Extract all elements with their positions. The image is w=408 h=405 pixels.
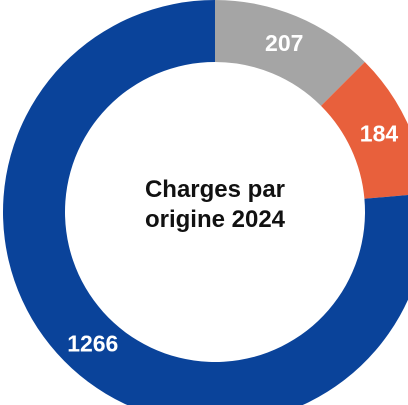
donut-slice: [215, 0, 365, 106]
donut-slice: [3, 0, 408, 405]
donut-slice: [321, 62, 408, 199]
data-label: 207: [265, 30, 303, 56]
chart-title: Charges par origine 2024: [144, 176, 286, 233]
data-label: 184: [360, 120, 399, 146]
data-label: 1266: [67, 331, 118, 357]
